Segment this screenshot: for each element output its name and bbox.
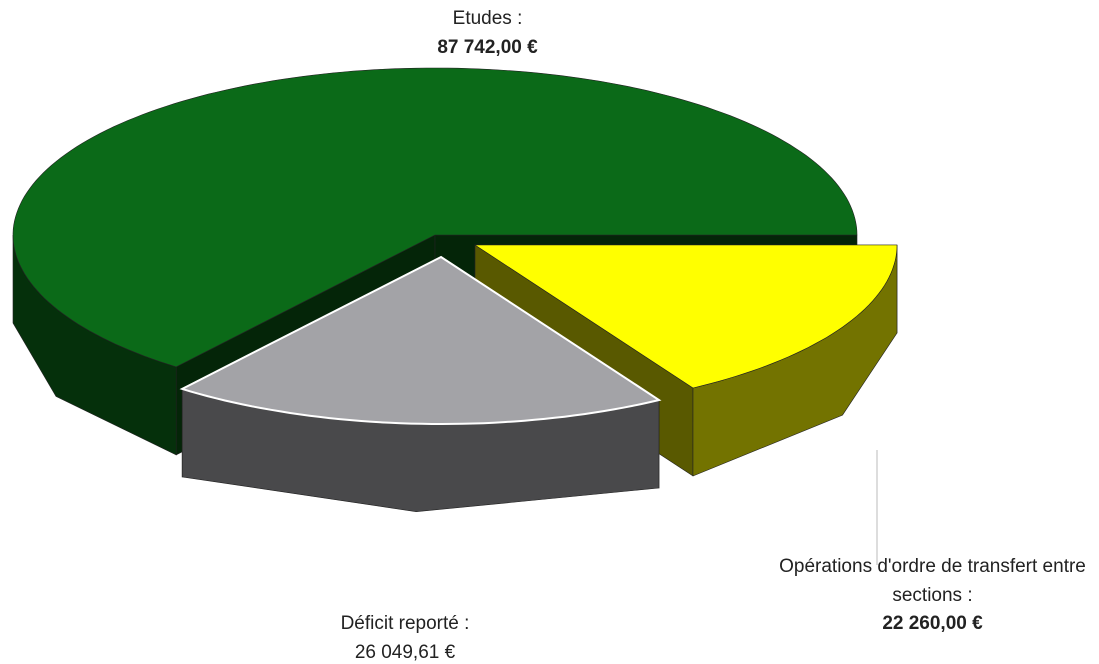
category-name: Etudes : — [452, 8, 523, 29]
value-label: 22 260,00 € — [882, 613, 983, 634]
slice — [179, 255, 662, 425]
category-name: Opérations d'ordre de transfert entre se… — [779, 556, 1086, 606]
category-name: Déficit reporté : — [340, 613, 470, 634]
slice-label: Opérations d'ordre de transfert entre se… — [770, 553, 1095, 639]
value-label: 26 049,61 € — [354, 641, 456, 663]
value-label: 87 742,00 € — [437, 36, 538, 58]
slice — [473, 244, 898, 389]
slice — [12, 67, 858, 368]
slice-label: Déficit reporté : 26 049,61 € — [280, 610, 530, 664]
slice-label: Etudes : 87 742,00 € — [390, 5, 585, 62]
